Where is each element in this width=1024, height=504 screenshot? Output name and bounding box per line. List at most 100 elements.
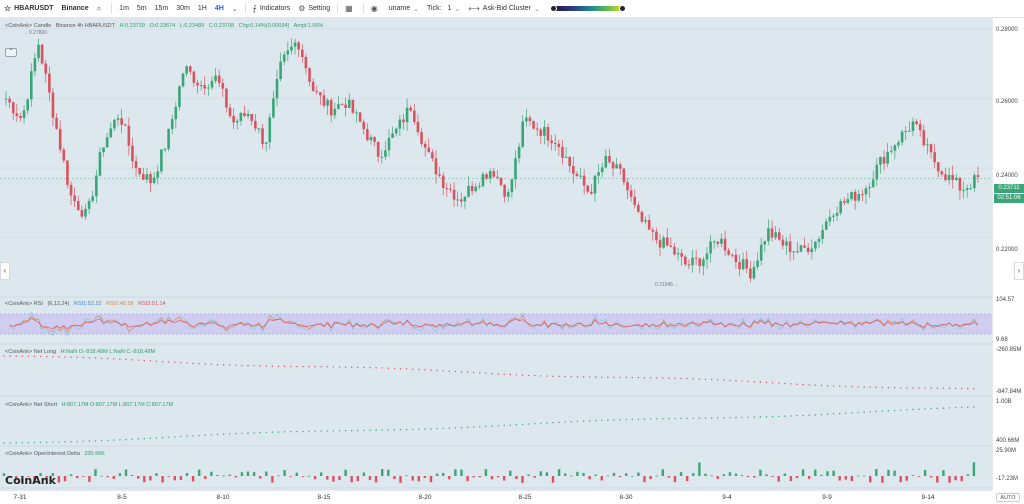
net-long-point	[76, 356, 78, 359]
setting-button[interactable]: ⚙ Setting	[294, 0, 334, 18]
indicators-button[interactable]: ⨍ Indicators	[249, 0, 295, 18]
net-short-point	[76, 440, 78, 443]
net-short-point	[369, 429, 371, 432]
layout-button[interactable]: ▦	[341, 0, 360, 18]
oi-delta-bar	[344, 469, 347, 476]
candle-body	[889, 150, 893, 152]
candle-body	[340, 104, 344, 106]
net-long-point	[131, 359, 133, 361]
uname-selector[interactable]: uname ⌄	[385, 0, 423, 18]
candle-body	[463, 196, 467, 202]
net-short-point	[387, 429, 389, 431]
collapse-legend-button[interactable]: ⌃	[5, 48, 17, 57]
net-short-point	[674, 417, 676, 420]
net-short-point	[753, 416, 755, 418]
net-long-point	[387, 367, 389, 369]
price-tick: 0.22000	[996, 247, 1018, 253]
net-short-point	[643, 418, 646, 420]
oi-delta-bar	[618, 476, 622, 478]
net-short-point	[9, 442, 11, 444]
candle-body	[214, 75, 217, 81]
net-long-point	[485, 372, 487, 375]
net-short-point	[503, 424, 505, 427]
slider-handle-left[interactable]	[549, 5, 557, 12]
oi-delta-bar	[204, 476, 207, 479]
search-button[interactable]: ⌕	[93, 0, 108, 18]
interval-30m[interactable]: 30m	[176, 5, 190, 12]
time-tick: 8-10	[216, 494, 230, 501]
candle-body	[774, 232, 777, 238]
oi-delta-bar	[948, 476, 951, 483]
oi-delta-bar	[533, 476, 536, 478]
toolbar: ☆ HBARUSDT Binance ⌕ 1m 5m 15m 30m 1H 4H…	[0, 0, 1024, 18]
price-scale[interactable]: 0.28000 0.26000 0.24000 0.22000 0.23711 …	[992, 18, 1024, 490]
net-long-point	[351, 366, 353, 368]
candle-body	[420, 132, 423, 144]
net-short-point	[424, 428, 426, 430]
net-long-point	[503, 373, 505, 376]
oi-delta-bar	[661, 469, 664, 476]
candle-body	[770, 228, 774, 238]
candle-body	[26, 99, 29, 111]
oi-delta-bar	[271, 476, 274, 483]
interval-15m[interactable]: 15m	[154, 5, 169, 12]
interval-1h[interactable]: 1H	[197, 5, 207, 12]
visibility-toggle[interactable]: ◉	[367, 0, 385, 18]
scroll-left-arrow[interactable]: ‹	[0, 262, 10, 280]
slider-handle-right[interactable]	[618, 5, 626, 12]
oi-delta-bar	[771, 476, 774, 477]
net-long-point	[58, 356, 60, 358]
scroll-right-arrow[interactable]: ›	[1014, 262, 1024, 280]
net-long-point	[277, 365, 280, 367]
chart-area[interactable]: ⌃ <CoinAnk> Candle Binance 4h HBARUSDT H…	[0, 18, 992, 490]
net-long-point	[759, 381, 762, 383]
candle-body	[416, 121, 420, 133]
net-short-point	[308, 430, 310, 432]
net-long-point	[82, 356, 85, 359]
candle-body	[326, 100, 329, 106]
net-short-point	[448, 427, 450, 429]
oi-delta-title: <CoinAnk> OpenInterest Delta	[5, 451, 80, 457]
candle-body	[311, 81, 315, 91]
candle-body	[864, 188, 868, 195]
candle-body	[366, 129, 369, 141]
candle-body	[673, 246, 676, 255]
oi-delta-bar	[649, 476, 652, 480]
candle-body	[698, 258, 702, 267]
candle-body	[586, 185, 590, 192]
candle-body	[272, 98, 275, 118]
gear-icon: ⚙	[298, 4, 306, 13]
candle-body	[467, 185, 470, 197]
time-axis[interactable]: 7-31 8-5 8-10 8-15 8-20 8-25 8-30 9-4 9-…	[0, 490, 992, 504]
net-long-axis-top: -260.85M	[996, 347, 1022, 353]
tick-selector[interactable]: Tick: 1 ⌄	[423, 0, 464, 18]
interval-1m[interactable]: 1m	[119, 5, 129, 12]
net-long-point	[137, 359, 139, 361]
net-long-point	[381, 367, 383, 369]
oi-delta-bar	[783, 473, 786, 476]
symbol-selector[interactable]: ☆ HBARUSDT	[0, 0, 57, 18]
cluster-selector[interactable]: ⟷ Ask-Bid Cluster ⌄	[464, 0, 544, 18]
candle-body	[875, 164, 879, 180]
interval-dropdown[interactable]: ⌄	[228, 0, 242, 18]
interval-4h[interactable]: 4H	[214, 5, 224, 12]
net-short-point	[735, 416, 737, 419]
interval-5m[interactable]: 5m	[136, 5, 147, 12]
candle-body	[337, 104, 340, 109]
star-icon[interactable]: ☆	[4, 4, 12, 13]
time-tick: 9-9	[822, 494, 832, 501]
net-short-point	[698, 417, 701, 419]
candle-body	[965, 188, 969, 190]
chart-canvas[interactable]	[0, 18, 992, 490]
heatmap-color-slider[interactable]	[549, 5, 626, 12]
auto-scale-button[interactable]: AUTO	[996, 493, 1020, 502]
oi-delta-bar	[765, 474, 768, 476]
net-long-point	[564, 375, 566, 378]
candle-body	[792, 251, 796, 253]
candle-body	[225, 88, 228, 108]
oi-delta-bar	[570, 475, 573, 477]
net-long-point	[412, 368, 414, 370]
exchange-selector[interactable]: Binance	[57, 0, 92, 18]
net-long-point	[698, 378, 701, 380]
candle-body	[470, 185, 474, 192]
